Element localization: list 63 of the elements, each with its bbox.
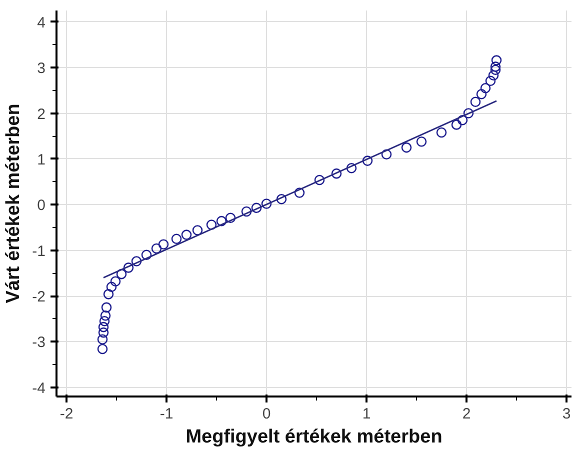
point	[346, 162, 357, 174]
y-tick-label: -3	[32, 334, 46, 352]
point	[490, 64, 501, 76]
y-tick-label: 3	[37, 60, 46, 78]
point	[98, 327, 109, 338]
point	[381, 149, 392, 160]
point	[451, 120, 462, 130]
point	[99, 316, 110, 326]
point	[457, 114, 468, 126]
point	[110, 276, 121, 287]
point	[192, 225, 203, 236]
point	[490, 62, 501, 72]
x-tick-label: -1	[160, 406, 174, 422]
point	[261, 198, 272, 209]
point	[106, 282, 117, 292]
point	[276, 194, 287, 204]
point	[294, 188, 305, 198]
point	[158, 239, 169, 250]
point	[314, 174, 325, 186]
x-tick-label: 0	[262, 406, 271, 422]
point	[251, 202, 262, 213]
point	[98, 322, 109, 332]
point	[151, 243, 162, 254]
x-tick-label: 3	[562, 406, 571, 422]
point	[97, 344, 108, 354]
point	[131, 256, 142, 266]
point	[101, 302, 112, 313]
point	[436, 127, 447, 138]
point	[401, 142, 412, 153]
point	[331, 168, 342, 179]
point	[100, 310, 111, 321]
point	[476, 88, 487, 100]
point	[216, 216, 227, 226]
y-tick-label: 4	[37, 14, 46, 32]
point	[485, 76, 496, 86]
point	[123, 262, 134, 273]
y-tick-label: -2	[32, 288, 46, 306]
x-tick-label: 2	[462, 406, 471, 422]
point	[206, 220, 217, 230]
point	[362, 156, 373, 166]
x-axis-title: Megfigyelt értékek méterben	[186, 426, 442, 448]
x-tick-label: -2	[60, 406, 74, 422]
point	[488, 70, 499, 81]
point	[141, 250, 152, 260]
point	[181, 230, 192, 240]
y-tick-label: 2	[37, 106, 46, 123]
point	[416, 136, 427, 147]
point	[171, 234, 182, 244]
point	[241, 206, 252, 217]
point	[491, 55, 502, 66]
point	[225, 212, 236, 224]
y-tick-label: -4	[32, 380, 46, 397]
point	[470, 96, 481, 107]
x-tick-label: 1	[362, 406, 371, 422]
point	[116, 268, 127, 280]
point	[463, 108, 474, 118]
point	[480, 83, 491, 94]
point	[97, 334, 108, 345]
y-tick-label: -1	[32, 242, 46, 260]
y-tick-label: 0	[37, 197, 46, 214]
y-tick-label: 1	[37, 151, 46, 168]
y-axis-title: Várt értékek méterben	[3, 104, 24, 304]
point	[103, 289, 114, 300]
